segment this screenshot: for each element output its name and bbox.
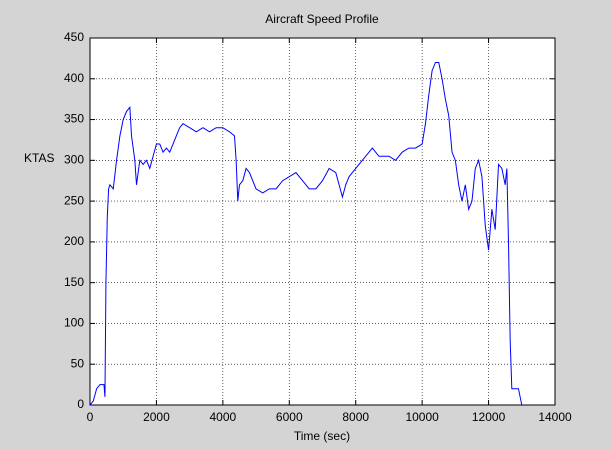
x-tick-label: 14000	[538, 410, 572, 424]
x-tick-label: 12000	[472, 410, 506, 424]
y-tick-label: 450	[64, 30, 84, 44]
x-tick-label: 4000	[210, 410, 237, 424]
x-tick-label: 10000	[405, 410, 439, 424]
y-tick-label: 150	[64, 275, 84, 289]
x-axis-label: Time (sec)	[294, 429, 350, 443]
y-tick-label: 300	[64, 153, 84, 167]
x-tick-label: 6000	[276, 410, 303, 424]
data-line	[89, 61, 523, 406]
x-tick-label: 8000	[342, 410, 369, 424]
x-tick-label: 0	[87, 410, 94, 424]
y-axis-label: KTAS	[24, 151, 54, 165]
plot-area	[89, 37, 556, 406]
x-tick-label: 2000	[143, 410, 170, 424]
y-tick-label: 250	[64, 193, 84, 207]
y-tick-label: 350	[64, 112, 84, 126]
y-tick-label: 400	[64, 71, 84, 85]
y-tick-label: 0	[77, 397, 84, 411]
chart-title: Aircraft Speed Profile	[265, 12, 379, 26]
y-tick-label: 50	[71, 356, 85, 370]
y-tick-label: 200	[64, 234, 84, 248]
y-tick-label: 100	[64, 316, 84, 330]
